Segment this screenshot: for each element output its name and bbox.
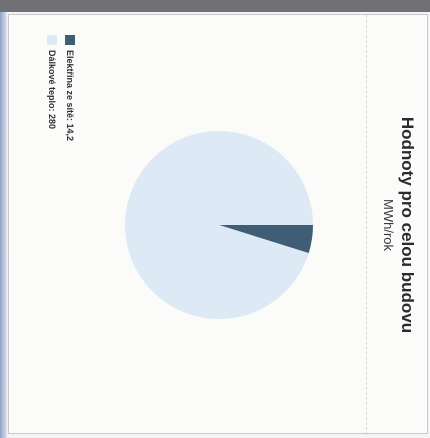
pie-chart	[125, 131, 313, 319]
chart-legend: Elektřina ze sítě: 14,2 Dálkové teplo: 2…	[43, 35, 79, 395]
pie-slices	[125, 131, 313, 319]
legend-swatch-electricity	[65, 35, 75, 45]
pie-slice-district-heat	[125, 131, 313, 319]
legend-item-electricity: Elektřina ze sítě: 14,2	[61, 35, 79, 395]
legend-swatch-district-heat	[47, 35, 57, 45]
legend-label-district-heat: Dálkové teplo: 280	[47, 50, 57, 130]
legend-item-district-heat: Dálkové teplo: 280	[43, 35, 61, 395]
window-top-strip	[0, 0, 430, 12]
rotated-chart-area: Hodnoty pro celou budovu MWh/rok Elektři…	[9, 15, 429, 435]
window-left-strip	[0, 12, 7, 438]
pie-slice-electricity	[219, 225, 313, 254]
chart-frame: Hodnoty pro celou budovu MWh/rok Elektři…	[8, 14, 429, 435]
legend-label-electricity: Elektřina ze sítě: 14,2	[65, 50, 75, 142]
